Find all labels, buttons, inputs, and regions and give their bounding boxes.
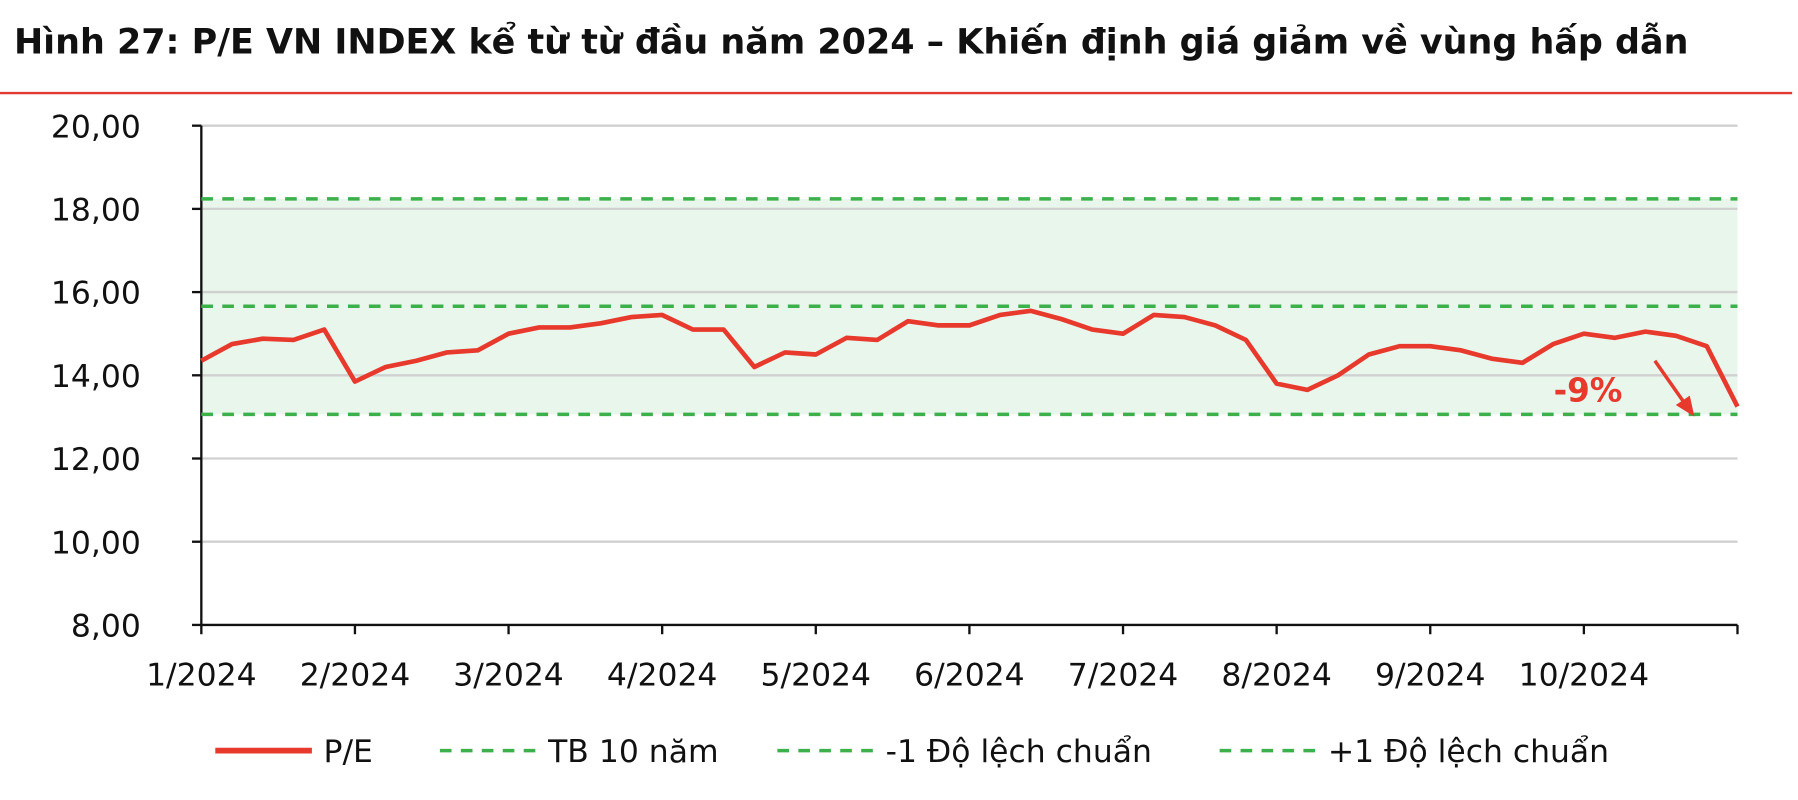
x-tick-label: 6/2024 <box>914 657 1025 693</box>
legend-label: TB 10 năm <box>547 734 718 770</box>
annotation-arrow <box>1653 359 1689 409</box>
y-tick-label: 12,00 <box>51 442 141 478</box>
y-tick-label: 20,00 <box>51 109 141 145</box>
legend-label: -1 Độ lệch chuẩn <box>886 733 1152 770</box>
x-tick-label: 10/2024 <box>1519 657 1649 693</box>
x-tick-label: 3/2024 <box>453 657 564 693</box>
x-tick-label: 5/2024 <box>761 657 872 693</box>
annotation: -9% <box>1554 371 1623 409</box>
x-tick-label: 7/2024 <box>1068 657 1179 693</box>
x-tick-label: 9/2024 <box>1375 657 1486 693</box>
legend-label: P/E <box>324 734 373 770</box>
x-tick-label: 2/2024 <box>300 657 411 693</box>
y-tick-label: 18,00 <box>51 193 141 229</box>
chart-title: Hình 27: P/E VN INDEX kể từ từ đầu năm 2… <box>14 21 1688 63</box>
legend-label: +1 Độ lệch chuẩn <box>1328 733 1609 770</box>
y-tick-label: 16,00 <box>51 276 141 312</box>
x-tick-label: 4/2024 <box>607 657 718 693</box>
annotation-arrowhead <box>1675 395 1695 417</box>
x-tick-label: 1/2024 <box>146 657 257 693</box>
sd-band <box>201 198 1738 415</box>
y-tick-label: 10,00 <box>51 525 141 561</box>
y-tick-label: 14,00 <box>51 359 141 395</box>
series-line <box>200 308 1740 408</box>
y-tick-label: 8,00 <box>71 609 141 645</box>
x-tick-label: 8/2024 <box>1221 657 1332 693</box>
